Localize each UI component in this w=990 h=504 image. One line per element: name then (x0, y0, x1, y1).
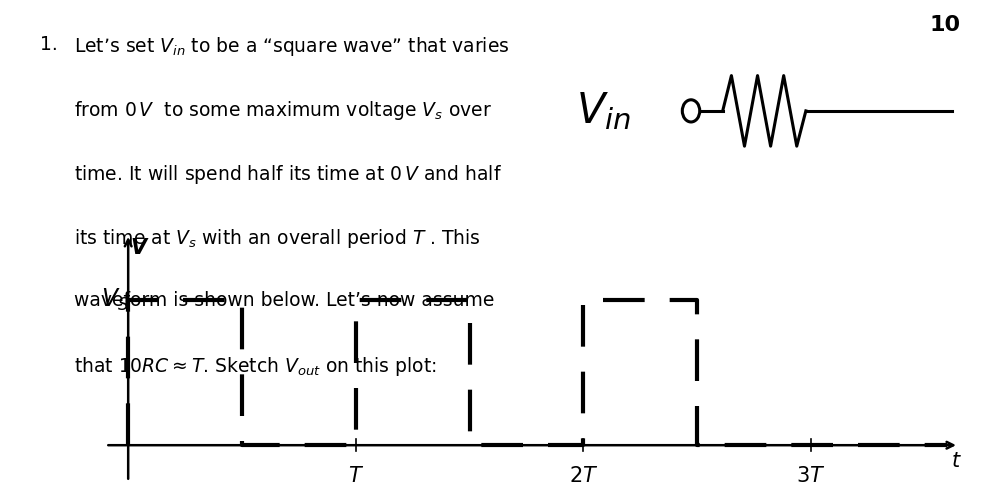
Text: $T$: $T$ (347, 466, 363, 485)
Text: 1.: 1. (40, 35, 57, 54)
Text: from $0\,V$  to some maximum voltage $V_s$ over: from $0\,V$ to some maximum voltage $V_s… (74, 99, 492, 122)
Text: its time at $V_s$ with an overall period $T$ . This: its time at $V_s$ with an overall period… (74, 227, 481, 250)
Text: V: V (131, 238, 147, 259)
Text: $V_S$: $V_S$ (101, 286, 129, 312)
Text: t: t (952, 451, 960, 471)
Text: $2T$: $2T$ (568, 466, 598, 485)
Text: $V_{in}$: $V_{in}$ (576, 90, 632, 132)
Text: waveform is shown below. Let’s now assume: waveform is shown below. Let’s now assum… (74, 291, 495, 310)
Text: $3T$: $3T$ (796, 466, 826, 485)
Text: 10: 10 (930, 15, 960, 35)
Text: Let’s set $V_{in}$ to be a “square wave” that varies: Let’s set $V_{in}$ to be a “square wave”… (74, 35, 510, 58)
Text: that $10RC \approx T$. Sketch $V_{out}$ on this plot:: that $10RC \approx T$. Sketch $V_{out}$ … (74, 355, 437, 379)
Text: time. It will spend half its time at $0\,V$ and half: time. It will spend half its time at $0\… (74, 163, 502, 186)
